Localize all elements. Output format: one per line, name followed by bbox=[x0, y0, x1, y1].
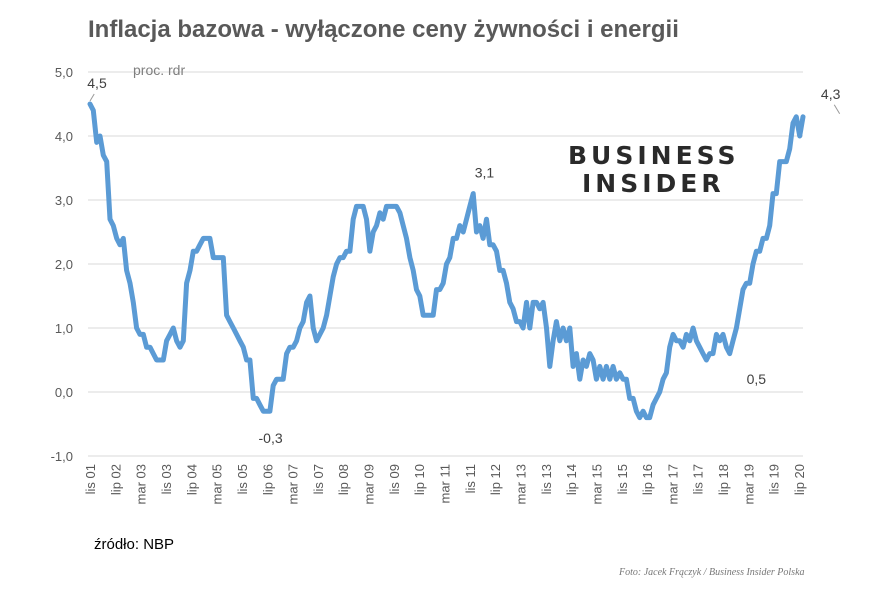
x-tick-label: lis 11 bbox=[463, 464, 478, 493]
x-tick-label: lip 04 bbox=[184, 464, 199, 495]
x-tick-label: lis 03 bbox=[159, 464, 174, 494]
y-tick-label: 2,0 bbox=[55, 257, 73, 272]
x-tick-label: lip 12 bbox=[488, 464, 503, 495]
x-tick-label: lis 15 bbox=[615, 464, 630, 494]
y-axis-label: proc. rdr bbox=[133, 62, 185, 78]
series-layer bbox=[87, 101, 806, 421]
data-label: 3,1 bbox=[475, 165, 495, 181]
logo-line2: INSIDER bbox=[582, 169, 725, 198]
x-tick-label: mar 15 bbox=[589, 464, 604, 504]
photo-credit: Foto: Jacek Frączyk / Business Insider P… bbox=[619, 567, 805, 578]
x-tick-label: lis 01 bbox=[83, 464, 98, 494]
y-tick-labels: 5,0 4,0 3,0 2,0 1,0 0,0 -1,0 bbox=[51, 65, 73, 464]
annotation-layer: 4,5 -0,3 3,1 0,5 4,3 bbox=[87, 75, 840, 446]
x-tick-label: mar 03 bbox=[134, 464, 149, 504]
data-label: 4,3 bbox=[821, 86, 841, 102]
series-line bbox=[87, 101, 806, 421]
y-tick-label: 3,0 bbox=[55, 193, 73, 208]
x-tick-label: lis 19 bbox=[767, 464, 782, 494]
x-tick-label: lip 10 bbox=[412, 464, 427, 495]
grid-layer bbox=[88, 71, 803, 457]
x-tick-label: mar 13 bbox=[513, 464, 528, 504]
annotation-leader bbox=[89, 93, 95, 102]
x-tick-labels: lis 01 lip 02 mar 03 lis 03 lip 04 mar 05 lis … bbox=[83, 464, 807, 504]
x-tick-label: mar 11 bbox=[438, 464, 453, 504]
data-label: 4,5 bbox=[87, 75, 107, 91]
x-tick-label: lip 18 bbox=[716, 464, 731, 495]
x-tick-label: lip 06 bbox=[260, 464, 275, 495]
logo-line1: BUSINESS bbox=[568, 141, 740, 170]
x-tick-label: lis 07 bbox=[311, 464, 326, 494]
x-tick-label: lis 13 bbox=[539, 464, 554, 494]
y-tick-label: 1,0 bbox=[55, 321, 73, 336]
annotation-leader bbox=[833, 104, 841, 115]
x-tick-label: mar 09 bbox=[362, 464, 377, 504]
x-tick-label: mar 07 bbox=[286, 464, 301, 504]
business-insider-logo: BUSINESS INSIDER bbox=[568, 142, 740, 198]
x-tick-label: mar 17 bbox=[665, 464, 680, 504]
x-tick-label: lip 02 bbox=[108, 464, 123, 495]
x-tick-label: lis 17 bbox=[691, 464, 706, 494]
x-tick-label: lip 14 bbox=[564, 464, 579, 495]
y-tick-label: -1,0 bbox=[51, 449, 73, 464]
x-tick-label: mar 05 bbox=[210, 464, 225, 504]
data-label: 0,5 bbox=[747, 371, 767, 387]
y-tick-label: 5,0 bbox=[55, 65, 73, 80]
x-tick-label: lis 05 bbox=[235, 464, 250, 494]
x-tick-label: lip 20 bbox=[792, 464, 807, 495]
x-tick-label: lip 16 bbox=[640, 464, 655, 495]
y-tick-label: 0,0 bbox=[55, 385, 73, 400]
x-tick-label: mar 19 bbox=[741, 464, 756, 504]
source-note: źródło: NBP bbox=[94, 536, 175, 553]
y-tick-label: 4,0 bbox=[55, 129, 73, 144]
chart-title: Inflacja bazowa - wyłączone ceny żywnośc… bbox=[88, 16, 679, 43]
x-tick-label: lip 08 bbox=[336, 464, 351, 495]
x-tick-label: lis 09 bbox=[387, 464, 402, 494]
data-label: -0,3 bbox=[259, 430, 283, 446]
